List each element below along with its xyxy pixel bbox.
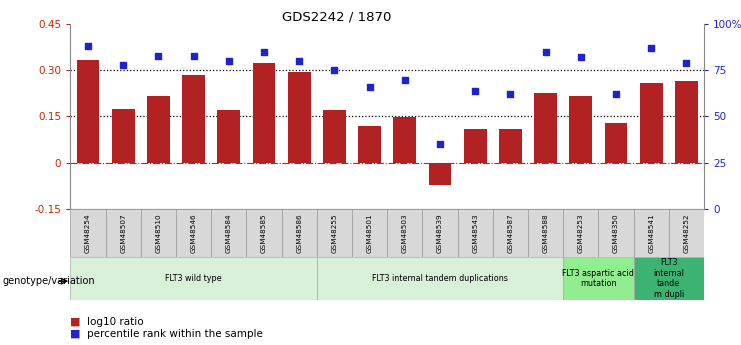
Text: GSM48507: GSM48507 — [120, 213, 126, 253]
Text: GSM48503: GSM48503 — [402, 213, 408, 253]
Bar — [352, 209, 387, 257]
Text: FLT3 wild type: FLT3 wild type — [165, 274, 222, 283]
Text: GSM48255: GSM48255 — [331, 213, 337, 253]
Bar — [605, 123, 628, 162]
Bar — [639, 82, 662, 162]
Bar — [316, 257, 563, 300]
Bar — [253, 62, 276, 162]
Point — [117, 62, 129, 68]
Point — [187, 53, 199, 58]
Bar — [598, 209, 634, 257]
Bar — [387, 209, 422, 257]
Bar — [457, 209, 493, 257]
Bar — [428, 162, 451, 185]
Point — [539, 49, 551, 55]
Text: genotype/variation: genotype/variation — [3, 276, 96, 286]
Point — [575, 55, 587, 60]
Bar — [70, 257, 316, 300]
Bar — [668, 209, 704, 257]
Point — [364, 84, 376, 90]
Point — [293, 58, 305, 64]
Bar — [634, 257, 704, 300]
Bar — [563, 257, 634, 300]
Text: GSM48252: GSM48252 — [683, 213, 689, 253]
Text: FLT3 internal tandem duplications: FLT3 internal tandem duplications — [372, 274, 508, 283]
Text: GSM48587: GSM48587 — [508, 213, 514, 253]
Bar — [534, 93, 557, 162]
Text: percentile rank within the sample: percentile rank within the sample — [87, 329, 262, 339]
Point — [328, 68, 340, 73]
Bar — [316, 209, 352, 257]
Text: GSM48541: GSM48541 — [648, 213, 654, 253]
Point — [680, 60, 692, 66]
Bar — [176, 209, 211, 257]
Bar — [634, 209, 668, 257]
Text: ■: ■ — [70, 329, 81, 339]
Point — [434, 141, 446, 147]
Bar — [569, 97, 592, 162]
Text: GSM48586: GSM48586 — [296, 213, 302, 253]
Bar — [70, 209, 105, 257]
Bar — [422, 209, 457, 257]
Text: GSM48585: GSM48585 — [261, 213, 267, 253]
Text: GSM48546: GSM48546 — [190, 213, 196, 253]
Bar — [563, 209, 598, 257]
Point — [223, 58, 235, 64]
Bar — [105, 209, 141, 257]
Bar — [528, 209, 563, 257]
Bar — [282, 209, 316, 257]
Point — [645, 46, 657, 51]
Bar — [493, 209, 528, 257]
Point — [153, 53, 165, 58]
Bar — [499, 129, 522, 162]
Text: GSM48584: GSM48584 — [226, 213, 232, 253]
Text: GSM48501: GSM48501 — [367, 213, 373, 253]
Text: log10 ratio: log10 ratio — [87, 317, 143, 326]
Text: GSM48350: GSM48350 — [613, 213, 619, 253]
Text: GDS2242 / 1870: GDS2242 / 1870 — [282, 10, 391, 23]
Bar — [141, 209, 176, 257]
Text: FLT3 aspartic acid
mutation: FLT3 aspartic acid mutation — [562, 269, 634, 288]
Point — [82, 43, 94, 49]
Text: GSM48543: GSM48543 — [472, 213, 478, 253]
Point — [610, 91, 622, 97]
Point — [505, 91, 516, 97]
Point — [469, 88, 481, 93]
Bar — [217, 110, 240, 162]
Bar — [358, 126, 381, 162]
Text: GSM48588: GSM48588 — [542, 213, 548, 253]
Bar — [76, 60, 99, 162]
Bar — [393, 117, 416, 162]
Bar — [246, 209, 282, 257]
Text: ■: ■ — [70, 317, 81, 326]
Bar — [675, 81, 698, 162]
Bar — [147, 97, 170, 162]
Bar — [288, 72, 310, 162]
Text: GSM48253: GSM48253 — [578, 213, 584, 253]
Text: GSM48539: GSM48539 — [437, 213, 443, 253]
Bar — [211, 209, 246, 257]
Bar — [112, 109, 135, 162]
Bar — [464, 129, 487, 162]
Point — [399, 77, 411, 82]
Bar — [323, 110, 346, 162]
Text: FLT3
internal
tande
m dupli: FLT3 internal tande m dupli — [654, 258, 684, 299]
Bar — [182, 75, 205, 162]
Point — [258, 49, 270, 55]
Text: GSM48254: GSM48254 — [85, 213, 91, 253]
Text: GSM48510: GSM48510 — [156, 213, 162, 253]
